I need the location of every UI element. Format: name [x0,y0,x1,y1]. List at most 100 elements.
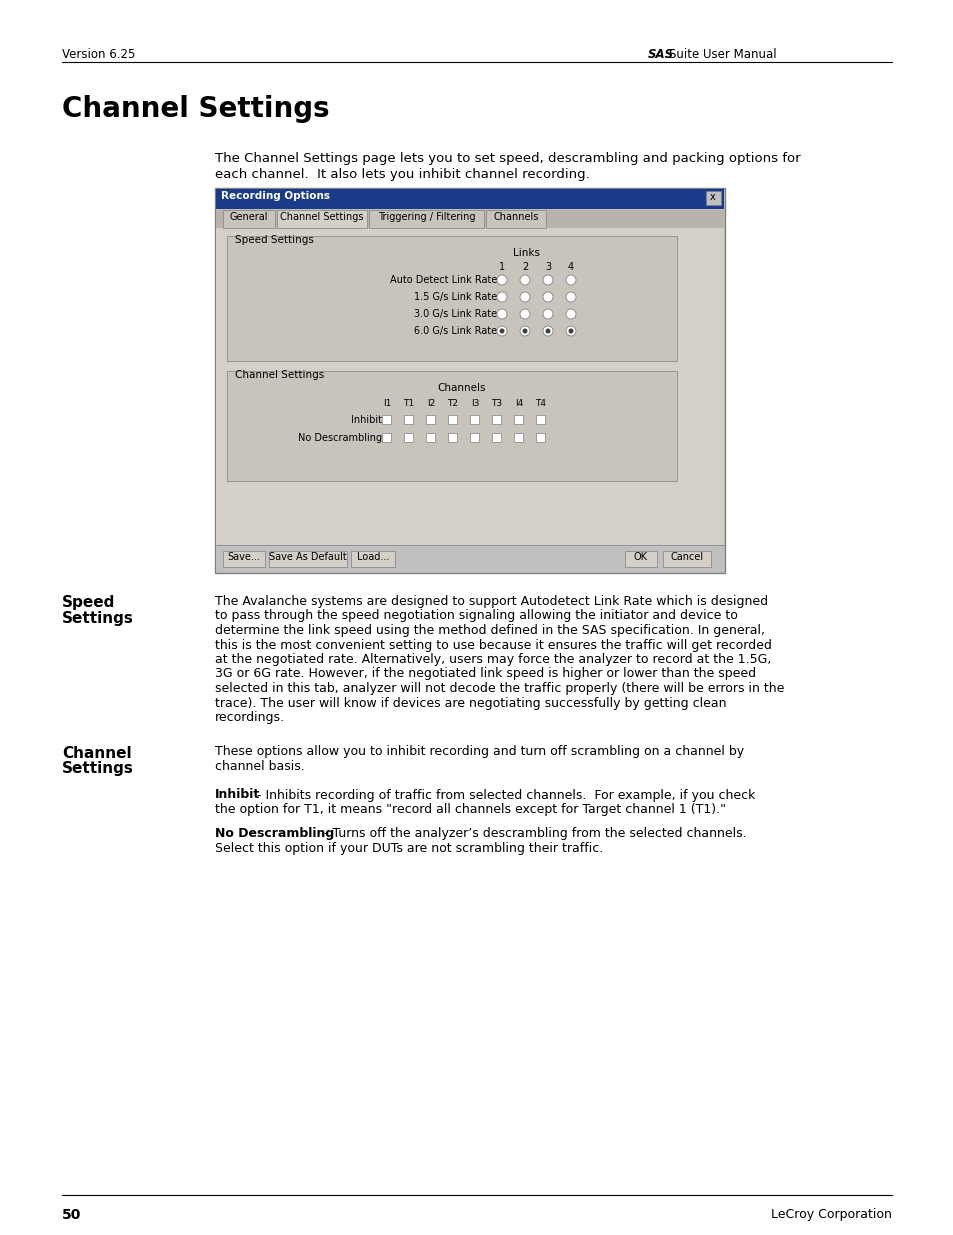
Bar [403,415,413,424]
Circle shape [565,309,576,319]
Bar [705,191,720,205]
Text: Select this option if your DUTs are not scrambling their traffic.: Select this option if your DUTs are not … [214,842,602,855]
Bar [403,433,413,442]
Circle shape [565,326,576,336]
Text: Recording Options: Recording Options [221,191,330,201]
Circle shape [497,291,506,303]
Text: each channel.  It also lets you inhibit channel recording.: each channel. It also lets you inhibit c… [214,168,589,182]
Bar [215,228,723,545]
Text: - Inhibits recording of traffic from selected channels.  For example, if you che: - Inhibits recording of traffic from sel… [253,788,755,802]
Text: No Descrambling: No Descrambling [297,433,381,443]
Bar [369,210,483,228]
Bar [381,415,391,424]
Text: I1: I1 [382,399,391,408]
Text: x: x [709,191,715,203]
Text: trace). The user will know if devices are negotiating successfully by getting cl: trace). The user will know if devices ar… [214,697,726,709]
Bar [227,370,677,480]
Text: Channel Settings: Channel Settings [234,370,324,380]
Circle shape [542,326,553,336]
Text: The Channel Settings page lets you to set speed, descrambling and packing option: The Channel Settings page lets you to se… [214,152,800,165]
Text: Channel: Channel [62,746,132,761]
Bar [214,188,724,573]
Text: T3: T3 [491,399,502,408]
Text: Speed Settings: Speed Settings [234,235,314,245]
Text: No Descrambling: No Descrambling [214,827,334,841]
Text: Auto Detect Link Rate: Auto Detect Link Rate [389,275,497,285]
Text: 3: 3 [544,262,551,272]
Text: selected in this tab, analyzer will not decode the traffic properly (there will : selected in this tab, analyzer will not … [214,682,783,695]
Bar [662,551,710,567]
Text: Save As Default: Save As Default [269,552,347,562]
Text: I4: I4 [515,399,522,408]
Text: Settings: Settings [62,762,133,777]
Bar [536,415,544,424]
Text: 2: 2 [521,262,528,272]
Circle shape [565,291,576,303]
Circle shape [542,309,553,319]
Circle shape [497,326,506,336]
Text: 1.5 G/s Link Rate: 1.5 G/s Link Rate [414,291,497,303]
Text: Links: Links [513,248,540,258]
Text: I2: I2 [426,399,435,408]
Bar [426,415,435,424]
Text: Settings: Settings [62,611,133,626]
Text: 3.0 G/s Link Rate: 3.0 G/s Link Rate [414,309,497,319]
Circle shape [568,329,573,333]
Bar [470,433,478,442]
Bar [448,415,456,424]
Bar [426,433,435,442]
Text: Channel Settings: Channel Settings [280,212,363,222]
Text: recordings.: recordings. [214,711,285,724]
Text: The Avalanche systems are designed to support Autodetect Link Rate which is desi: The Avalanche systems are designed to su… [214,595,767,608]
Text: General: General [230,212,268,222]
Circle shape [519,326,530,336]
Bar [470,415,478,424]
Text: this is the most convenient setting to use because it ensures the traffic will g: this is the most convenient setting to u… [214,638,771,652]
Circle shape [565,275,576,285]
Bar [492,415,500,424]
Circle shape [522,329,527,333]
Text: Inhibit: Inhibit [214,788,260,802]
Text: 1: 1 [498,262,504,272]
Bar [624,551,657,567]
Text: SAS: SAS [647,48,674,61]
Bar [227,236,677,361]
Bar [215,210,723,228]
Text: T2: T2 [447,399,458,408]
Circle shape [542,291,553,303]
Bar [223,551,265,567]
Text: OK: OK [634,552,647,562]
Circle shape [545,329,550,333]
Bar [351,551,395,567]
Text: 6.0 G/s Link Rate: 6.0 G/s Link Rate [414,326,497,336]
Circle shape [519,309,530,319]
Text: 3G or 6G rate. However, if the negotiated link speed is higher or lower than the: 3G or 6G rate. However, if the negotiate… [214,667,756,680]
Circle shape [519,275,530,285]
Text: I3: I3 [471,399,478,408]
Text: channel basis.: channel basis. [214,760,304,773]
Text: 50: 50 [62,1208,81,1221]
Circle shape [542,275,553,285]
Text: Cancel: Cancel [670,552,702,562]
Text: Load...: Load... [356,552,389,562]
Text: 4: 4 [567,262,574,272]
Circle shape [497,309,506,319]
Text: These options allow you to inhibit recording and turn off scrambling on a channe: These options allow you to inhibit recor… [214,746,743,758]
Text: determine the link speed using the method defined in the SAS specification. In g: determine the link speed using the metho… [214,624,764,637]
Bar [485,210,545,228]
Text: Triggering / Filtering: Triggering / Filtering [377,212,475,222]
Text: Save...: Save... [228,552,260,562]
Text: Channels: Channels [437,383,486,393]
Circle shape [519,291,530,303]
Text: LeCroy Corporation: LeCroy Corporation [770,1208,891,1221]
Bar [448,433,456,442]
Bar [492,433,500,442]
Circle shape [499,329,504,333]
Bar [381,433,391,442]
Text: T1: T1 [403,399,415,408]
Bar [514,415,522,424]
Text: Suite User Manual: Suite User Manual [668,48,776,61]
Text: T4: T4 [535,399,546,408]
Bar [514,433,522,442]
Text: the option for T1, it means "record all channels except for Target channel 1 (T1: the option for T1, it means "record all … [214,803,725,816]
